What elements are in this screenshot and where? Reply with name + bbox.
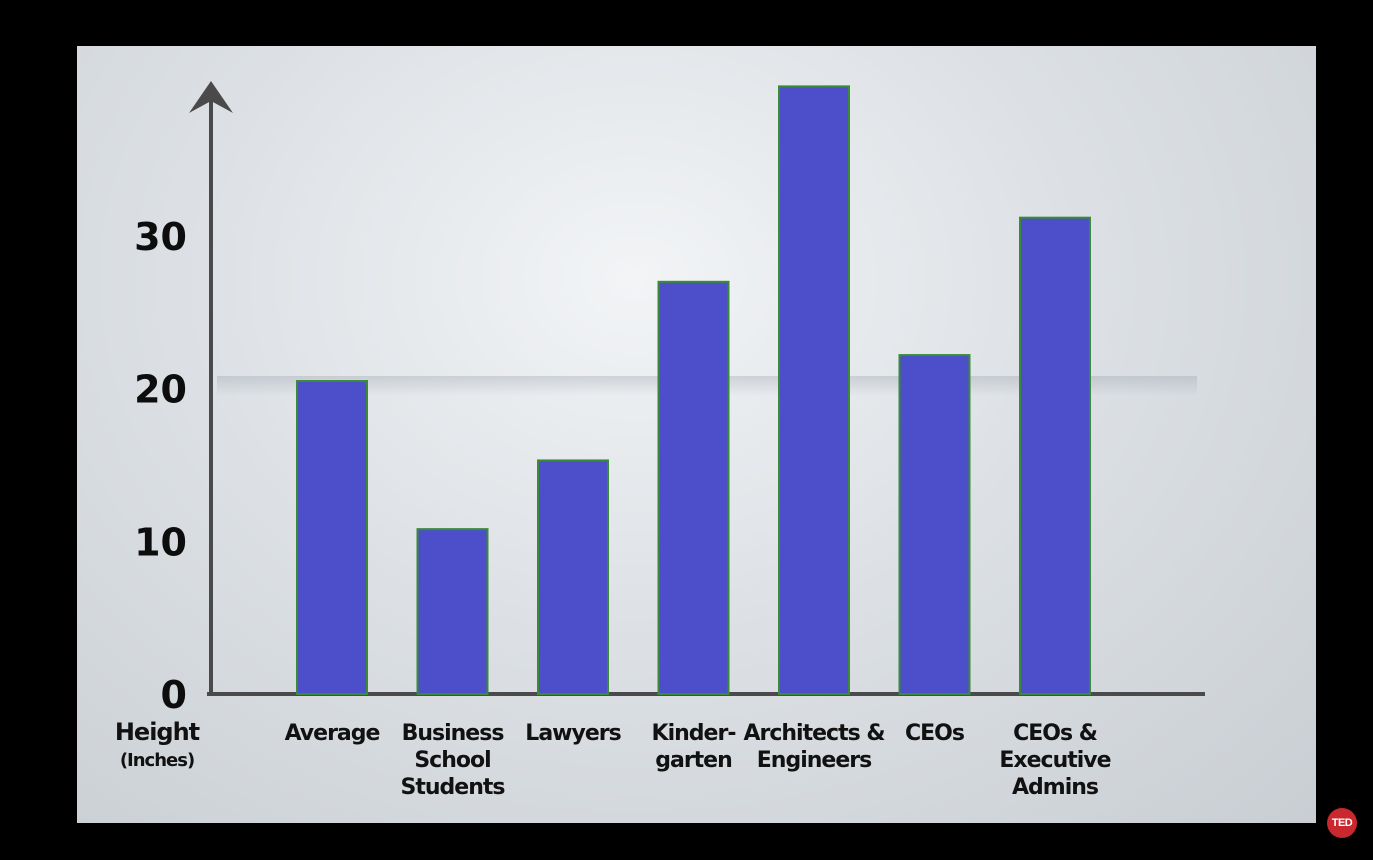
bar xyxy=(1019,216,1091,695)
y-tick-label: 0 xyxy=(161,673,187,717)
bar xyxy=(778,85,850,696)
ted-logo: TED xyxy=(1327,808,1357,838)
y-axis-unit-text: (Inches) xyxy=(120,750,194,771)
y-axis-label-text: Height xyxy=(115,718,200,746)
bar xyxy=(898,354,971,695)
x-category-label: Average xyxy=(285,721,380,746)
x-category-label: Business School Students xyxy=(401,721,506,800)
bar-chart: 0 10 20 30 Average Business School Students Law… xyxy=(115,81,1205,800)
x-category-label: CEOs & Executive Admins xyxy=(999,721,1110,800)
x-category-label: Lawyers xyxy=(525,721,621,746)
y-axis-label: Height (Inches) xyxy=(115,718,201,771)
y-tick-label: 20 xyxy=(134,368,187,412)
x-category-label: Architects & Engineers xyxy=(743,721,885,773)
x-category-label: Kinder-garten xyxy=(652,721,736,773)
y-tick-labels: 0 10 20 30 xyxy=(134,215,187,717)
bar xyxy=(657,280,730,696)
slide: 0 10 20 30 Average Business School Students Law… xyxy=(77,46,1316,823)
chart-bars xyxy=(296,85,1091,696)
x-category-label: CEOs xyxy=(905,721,965,746)
x-category-labels: Average Business School Students Lawyers Kind… xyxy=(285,721,1112,800)
y-tick-label: 30 xyxy=(134,215,187,259)
bar xyxy=(416,528,489,695)
bar xyxy=(296,380,368,695)
y-tick-label: 10 xyxy=(134,520,187,564)
y-axis-arrow-icon xyxy=(189,81,233,113)
bar xyxy=(537,459,609,696)
